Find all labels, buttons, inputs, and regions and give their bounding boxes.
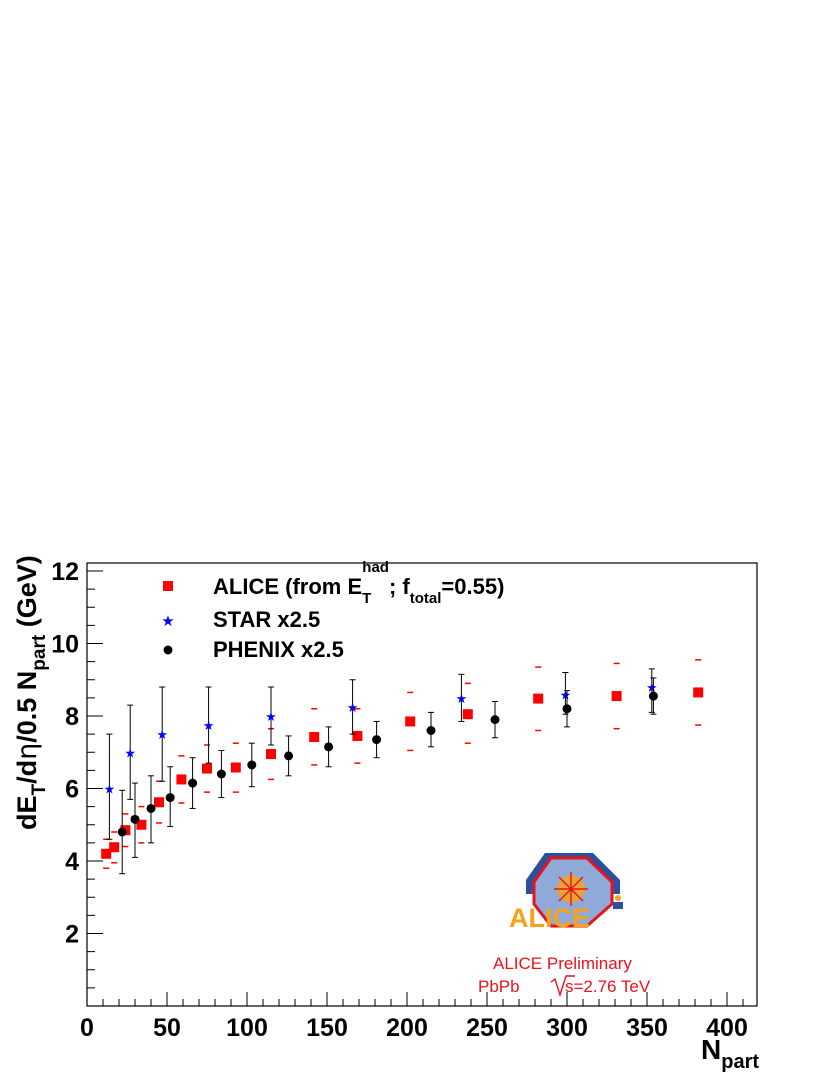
y-tick-label: 12 <box>51 558 79 586</box>
star-point: ★ <box>560 688 572 703</box>
y-tick-label: 8 <box>65 703 79 731</box>
y-tick-label: 10 <box>51 631 79 659</box>
legend-label-alice: ALICE (from EThad; ftotal=0.55) <box>213 559 504 607</box>
plot-frame <box>86 562 758 1007</box>
phenix-point <box>130 814 140 824</box>
alice-point <box>462 709 473 720</box>
phenix-point <box>165 793 175 803</box>
star-point: ★ <box>265 710 277 725</box>
x-tick-label: 350 <box>626 1014 668 1042</box>
alice-point <box>176 774 187 785</box>
alice-point <box>230 762 241 773</box>
preliminary-label: ALICE Preliminary <box>493 954 632 973</box>
legend-label-star: STAR x2.5 <box>213 607 320 632</box>
star-point: ★ <box>456 692 468 707</box>
star-point: ★ <box>156 728 168 743</box>
sqrt-sign-icon <box>550 975 575 998</box>
alice-point <box>309 732 320 743</box>
star-point: ★ <box>347 701 359 716</box>
axes: 0 50 100 150 200 250 300 350 400 2 4 6 8 10 12 <box>51 558 748 1042</box>
y-tick-label: 6 <box>65 776 79 804</box>
alice-point <box>109 842 120 853</box>
phenix-point <box>490 715 500 725</box>
phenix-point <box>188 778 198 788</box>
x-tick-label: 250 <box>466 1014 508 1042</box>
x-tick-label: 100 <box>226 1014 268 1042</box>
phenix-point <box>324 742 334 752</box>
alice-point <box>202 763 212 774</box>
star-point: ★ <box>124 746 136 761</box>
phenix-point <box>247 760 257 770</box>
logo-figure-body-icon <box>613 902 623 909</box>
alice-logo: ALICE <box>509 853 623 933</box>
x-tick-label: 300 <box>546 1014 588 1042</box>
alice-point <box>533 693 544 704</box>
alice-point <box>352 730 363 741</box>
alice-point <box>154 797 164 808</box>
star-point: ★ <box>203 719 215 734</box>
x-axis-title: Npart <box>701 1034 759 1073</box>
star-point: ★ <box>104 783 116 798</box>
phenix-point <box>562 704 572 714</box>
phenix-point <box>284 751 294 761</box>
phenix-point <box>648 691 658 701</box>
alice-point <box>693 687 704 698</box>
phenix-point <box>216 769 226 779</box>
x-tick-label: 50 <box>153 1014 181 1042</box>
x-tick-label: 0 <box>80 1014 94 1042</box>
x-tick-label: 200 <box>386 1014 428 1042</box>
legend-marker-phenix <box>163 645 173 655</box>
alice-point <box>611 691 622 702</box>
x-tick-label: 400 <box>706 1014 748 1042</box>
y-axis-title: dET/dη/0.5 Npart (GeV) <box>12 555 50 830</box>
alice-point <box>405 716 416 727</box>
legend-marker-alice <box>163 581 173 591</box>
phenix-point <box>426 726 436 735</box>
y-tick-label: 4 <box>65 848 79 876</box>
y-tick-label: 2 <box>65 921 79 949</box>
alice-point <box>266 749 276 760</box>
phenix-point <box>146 803 156 813</box>
phenix-point <box>372 735 382 745</box>
logo-burst-rays-icon <box>554 872 588 906</box>
alice-point <box>101 848 112 859</box>
star-point: ★ <box>646 681 658 696</box>
x-tick-label: 150 <box>306 1014 348 1042</box>
legend-label-phenix: PHENIX x2.5 <box>213 637 344 662</box>
legend: ALICE (from EThad; ftotal=0.55) ★ STAR x… <box>161 559 504 662</box>
logo-figure-icon <box>615 895 621 901</box>
system-label: PbPb <box>478 977 520 996</box>
phenix-point <box>117 827 127 837</box>
data-marks: ★ ★ ★ ★ ★ ★ ★ ★ ★ <box>101 659 704 875</box>
legend-marker-star: ★ <box>161 612 174 630</box>
energy-label: s=2.76 TeV <box>565 977 651 996</box>
logo-text: ALICE <box>509 903 590 933</box>
alice-point <box>136 819 147 830</box>
